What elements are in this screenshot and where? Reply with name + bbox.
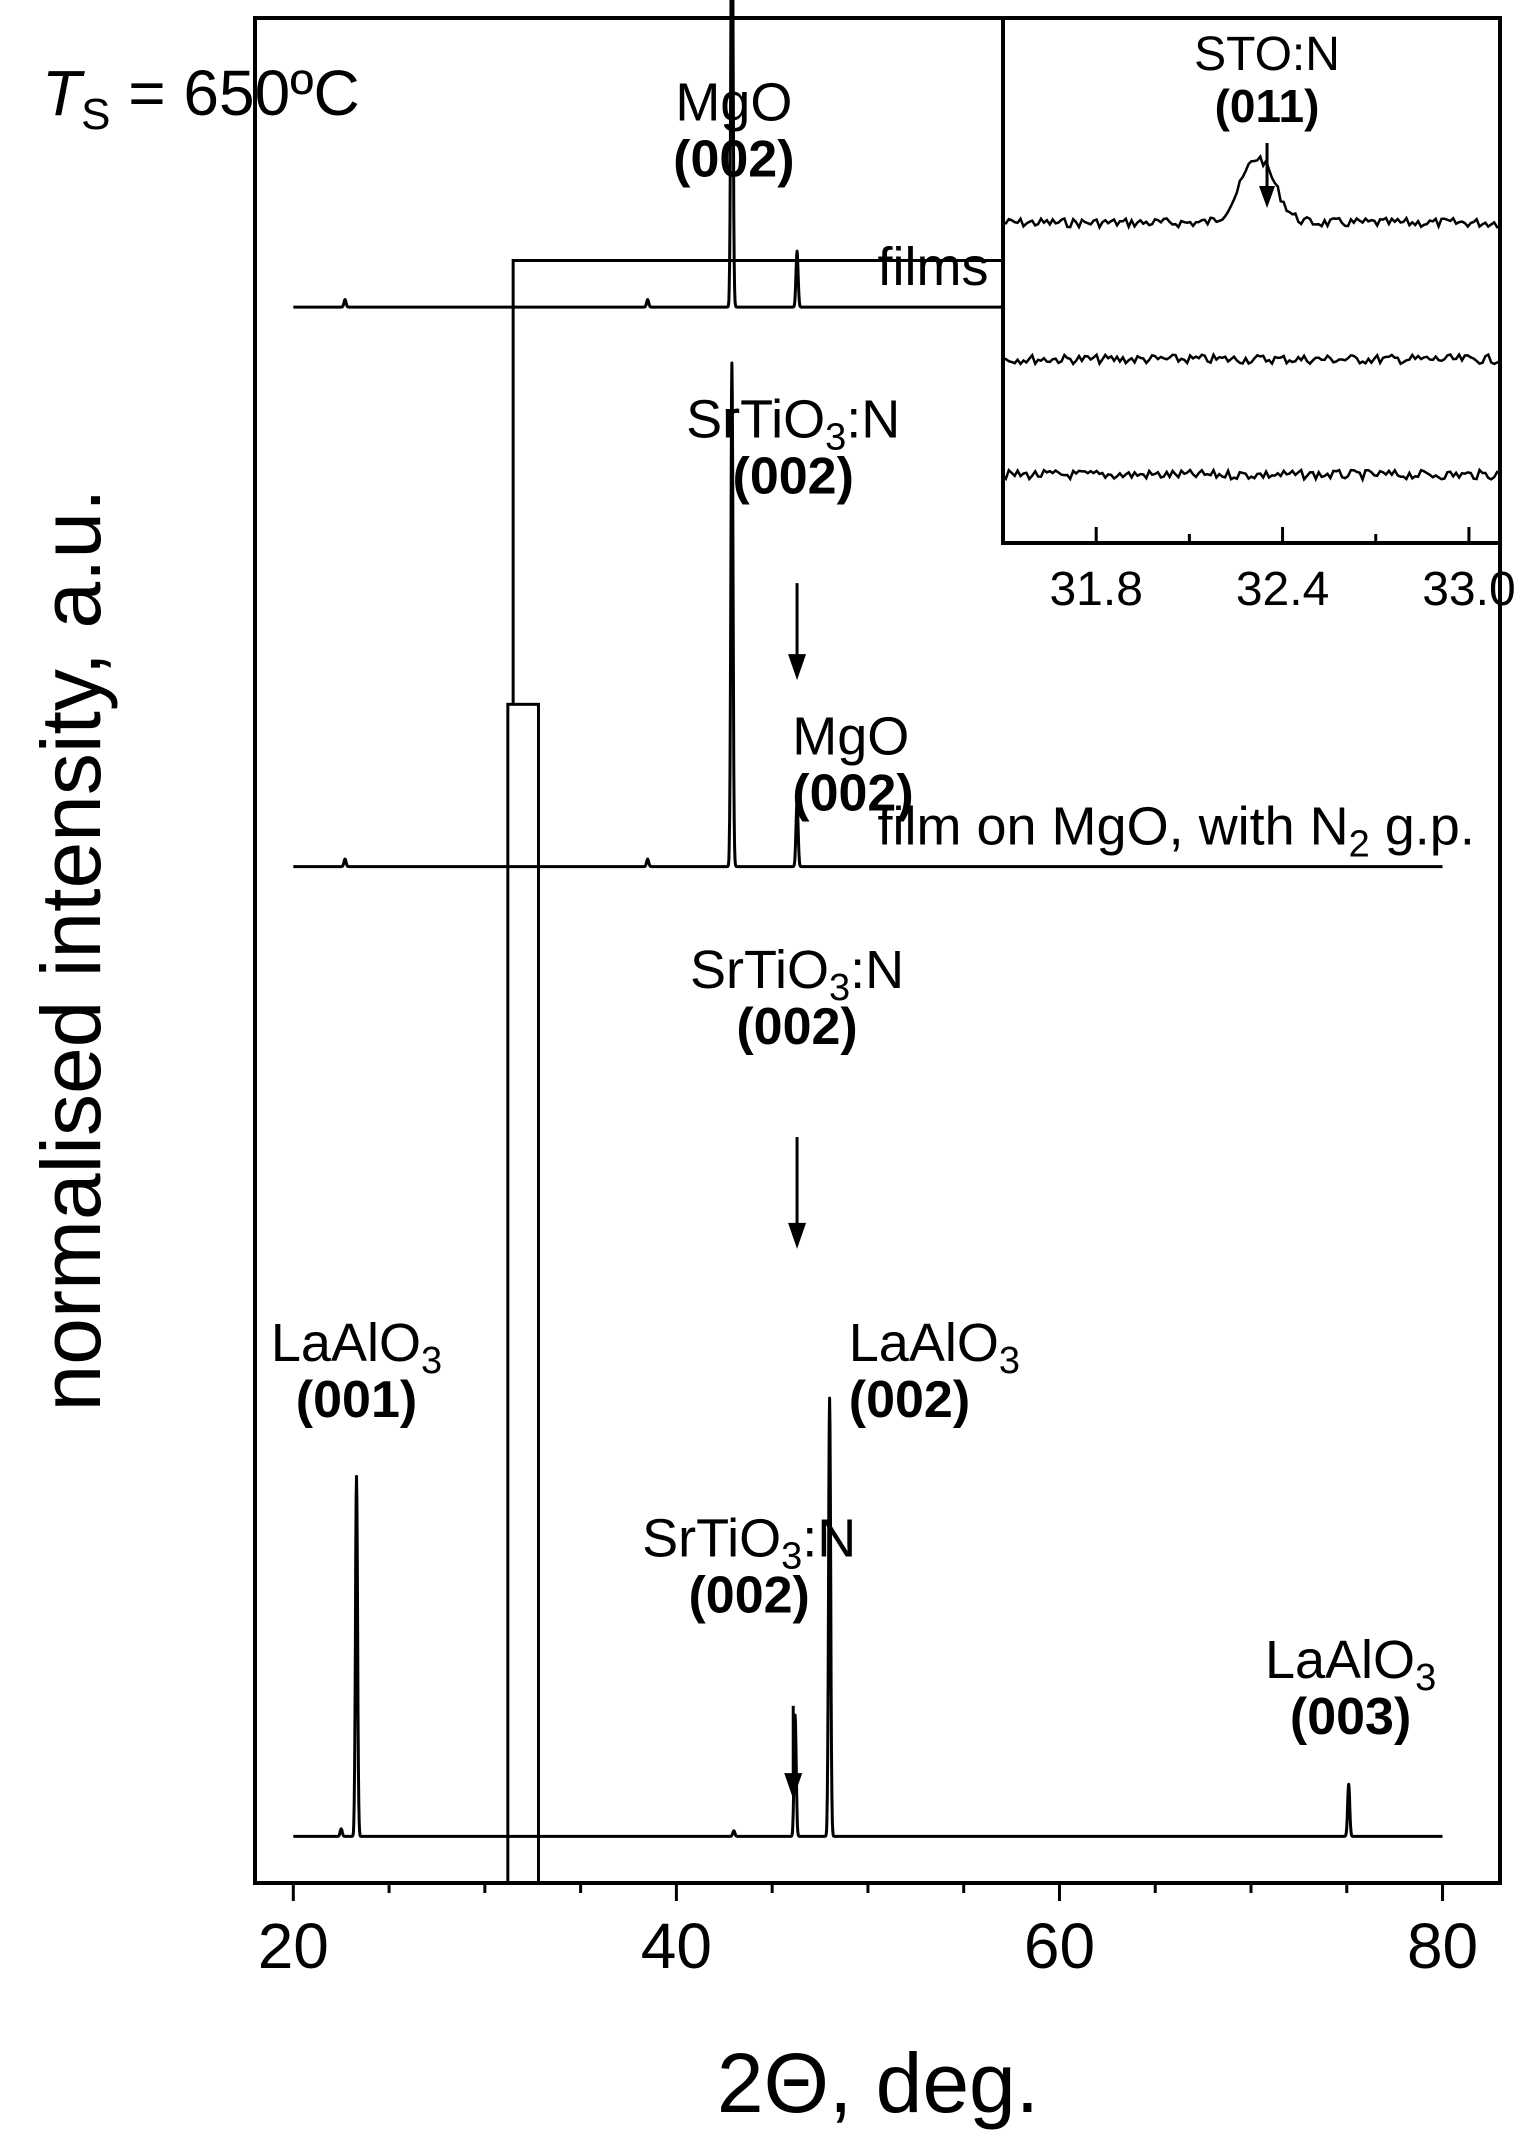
annotations-group [506, 258, 1003, 1885]
peak-label-hkl-text: (002) [736, 998, 857, 1056]
peak-label-sub: 3 [1415, 1657, 1436, 1699]
peak-label-main: SrTiO [686, 390, 825, 450]
peak-label-main: MgO [675, 73, 792, 133]
peak-label-main: MgO [792, 707, 909, 767]
peak-label-hkl: (003) [1290, 1688, 1411, 1746]
peak-labels-group: MgO(002)SrTiO3:N(002)MgO(002)SrTiO3:N(00… [271, 73, 1436, 1746]
peak-label-name: MgO [675, 73, 792, 133]
peak-arrow-head [784, 1773, 803, 1800]
series-label-sub: 2 [1349, 824, 1370, 866]
peak-label-hkl-text: (002) [688, 1567, 809, 1625]
inset-frame [1001, 16, 1502, 545]
peak-label-post: :N [846, 390, 900, 450]
main-axes-frame [253, 16, 1502, 1885]
x-tick-label: 80 [1407, 1910, 1478, 1982]
peak-label-post: :N [802, 1509, 856, 1569]
x-axis-ticks: 20 40 60 80 [258, 1883, 1478, 1982]
peak-label-main: SrTiO [642, 1509, 781, 1569]
x-axis-label: 2Θ, deg. [717, 2036, 1039, 2130]
peak-label-hkl: (002) [673, 131, 794, 189]
peak-label-hkl: (001) [296, 1371, 417, 1429]
peak-label-hkl-text: (003) [1290, 1688, 1411, 1746]
peak-label-hkl: (002) [688, 1567, 809, 1625]
peak-label-hkl: (002) [733, 448, 854, 506]
peak-label-hkl-text: (002) [673, 131, 794, 189]
inset-peak-label-name: STO:N [1194, 28, 1340, 81]
peak-label-name: SrTiO3:N [690, 940, 904, 1009]
peak-label-name: LaAlO3 [271, 1313, 442, 1382]
inset-tick-label: 31.8 [1049, 563, 1142, 616]
peak-label-hkl: (002) [792, 765, 913, 823]
peak-label-hkl-text: (001) [296, 1371, 417, 1429]
y-axis-label: normalised intensity, a.u. [24, 489, 118, 1412]
inset-peak-label-hkl: (011) [1215, 80, 1320, 132]
inset-arrow-head [1259, 186, 1276, 208]
peak-arrow-head [788, 1222, 807, 1249]
peak-label-hkl-text: (002) [733, 448, 854, 506]
series-label-end: g.p. [1370, 797, 1475, 857]
zoom-region-box [506, 702, 540, 1885]
inset-peak-label-hkl-text: (011) [1215, 80, 1320, 132]
peak-label-hkl: (002) [849, 1371, 970, 1429]
peak-label-hkl-text: (002) [849, 1371, 970, 1429]
peak-label-name: SrTiO3:N [642, 1509, 856, 1578]
peak-label-sub: 3 [825, 417, 846, 459]
inset-background [1003, 18, 1500, 543]
peak-label-hkl: (002) [736, 998, 857, 1056]
inset-trace [1002, 351, 1501, 367]
peak-label-hkl-text: (002) [792, 765, 913, 823]
peak-label-sub: 3 [999, 1340, 1020, 1382]
x-tick-label: 40 [641, 1910, 712, 1982]
x-tick-label: 20 [258, 1910, 329, 1982]
peak-label-main: LaAlO [1265, 1630, 1415, 1690]
peak-arrow-head [788, 654, 807, 681]
peak-label-name: MgO [792, 707, 909, 767]
peak-label-sub: 3 [781, 1536, 802, 1578]
peak-label-main: LaAlO [849, 1313, 999, 1373]
inset: 31.8 32.4 33.0 STO:N(011) [1001, 16, 1516, 616]
series-label: film on MgO, with N2 g.p. [878, 797, 1475, 866]
peak-label-main: LaAlO [271, 1313, 421, 1373]
peak-label-name: LaAlO3 [1265, 1630, 1436, 1699]
peak-label-post: :N [850, 940, 904, 1000]
condition-T: T [42, 57, 85, 129]
peak-label-name: SrTiO3:N [686, 390, 900, 459]
inset-tick-label: 32.4 [1236, 563, 1329, 616]
zoom-connector-line [511, 258, 1003, 705]
series-trace [292, 1396, 1444, 1838]
plot-frame [253, 16, 1502, 1885]
condition-label: TS = 650ºC [42, 57, 360, 139]
inset-peak-label-main: STO:N [1194, 28, 1340, 81]
inset-trace [1002, 154, 1501, 231]
inset-tick-label: 33.0 [1422, 563, 1515, 616]
x-tick-label: 60 [1024, 1910, 1095, 1982]
peak-label-main: SrTiO [690, 940, 829, 1000]
series-trace [292, 361, 1444, 869]
condition-rest: = 650ºC [110, 57, 359, 129]
peak-label-sub: 3 [421, 1340, 442, 1382]
peak-label-sub: 3 [829, 967, 850, 1009]
peak-label-name: LaAlO3 [849, 1313, 1020, 1382]
condition-T-sub: S [81, 90, 110, 139]
series-label-text: film on MgO, with N [878, 797, 1349, 857]
inset-trace [1002, 467, 1501, 484]
